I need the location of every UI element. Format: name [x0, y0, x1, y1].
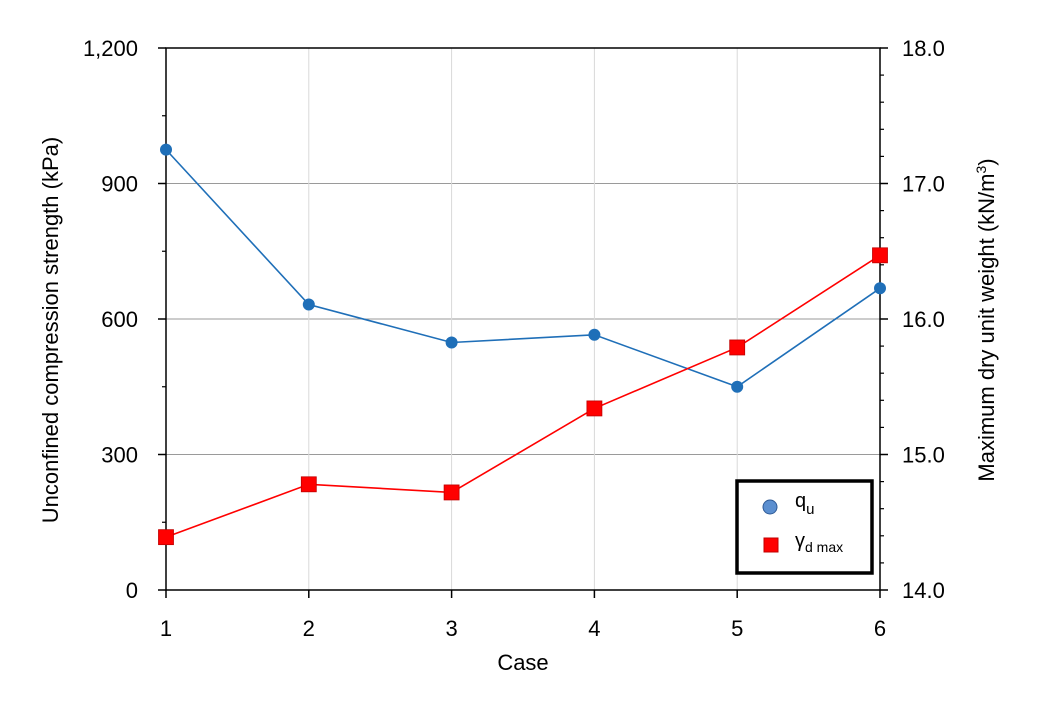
qu-point [445, 336, 458, 349]
legend-label-qu: qu [795, 490, 814, 518]
gamma-point [300, 476, 317, 493]
left-axis-title: Unconfined compression strength (kPa) [38, 137, 63, 523]
legend-marker-gamma [763, 537, 779, 553]
left-tick-label: 600 [101, 307, 138, 332]
x-tick-label: 3 [445, 616, 457, 641]
legend-label-gamma-main: γ [795, 530, 805, 552]
right-tick-label: 16.0 [902, 307, 945, 332]
legend-box [735, 479, 874, 575]
right-tick-label: 17.0 [902, 172, 945, 197]
qu-point [874, 282, 886, 295]
qu-point [160, 143, 172, 156]
legend-label-gamma-sub: d max [805, 539, 843, 555]
right-tick-label: 18.0 [902, 36, 945, 61]
x-tick-label: 1 [160, 616, 172, 641]
grid-layer [166, 48, 880, 590]
left-tick-label: 1,200 [83, 36, 138, 61]
right-tick-label: 15.0 [902, 443, 945, 468]
legend-marker-qu [762, 499, 778, 515]
gamma-point [158, 529, 174, 546]
x-axis-title: Case [497, 650, 548, 675]
right-axis-title-superscript: 3 [973, 166, 989, 174]
left-tick-label: 300 [101, 443, 138, 468]
right-axis-title-main: Maximum dry unit weight (kN/m [974, 174, 999, 482]
x-tick-label: 4 [588, 616, 600, 641]
series-layer [158, 143, 888, 546]
series-line-qu [165, 149, 881, 388]
x-tick-label: 5 [731, 616, 743, 641]
right-axis-title: Maximum dry unit weight (kN/m3) [973, 158, 999, 481]
right-tick-label: 14.0 [902, 578, 945, 603]
qu-point [302, 298, 315, 311]
left-tick-label: 0 [126, 578, 138, 603]
gamma-point [443, 484, 460, 501]
series-line-gamma [165, 254, 881, 538]
x-tick-label: 2 [303, 616, 315, 641]
gamma-point [586, 400, 603, 417]
qu-point [588, 328, 601, 341]
legend-label-qu-sub: u [806, 501, 814, 518]
left-tick-label: 900 [101, 172, 138, 197]
x-tick-label: 6 [874, 616, 886, 641]
qu-point [731, 380, 744, 393]
ticks-layer: 0 300 600 900 1,200 14.0 15.0 16.0 17.0 18.0 1 2 3 4 5… [83, 36, 945, 641]
legend-label-gamma: γd max [795, 530, 843, 555]
gamma-point [872, 247, 888, 264]
gamma-point [729, 339, 746, 356]
legend-label-qu-main: q [795, 490, 806, 512]
legend: qu γd max [735, 479, 874, 575]
right-axis-title-close: ) [974, 158, 999, 165]
